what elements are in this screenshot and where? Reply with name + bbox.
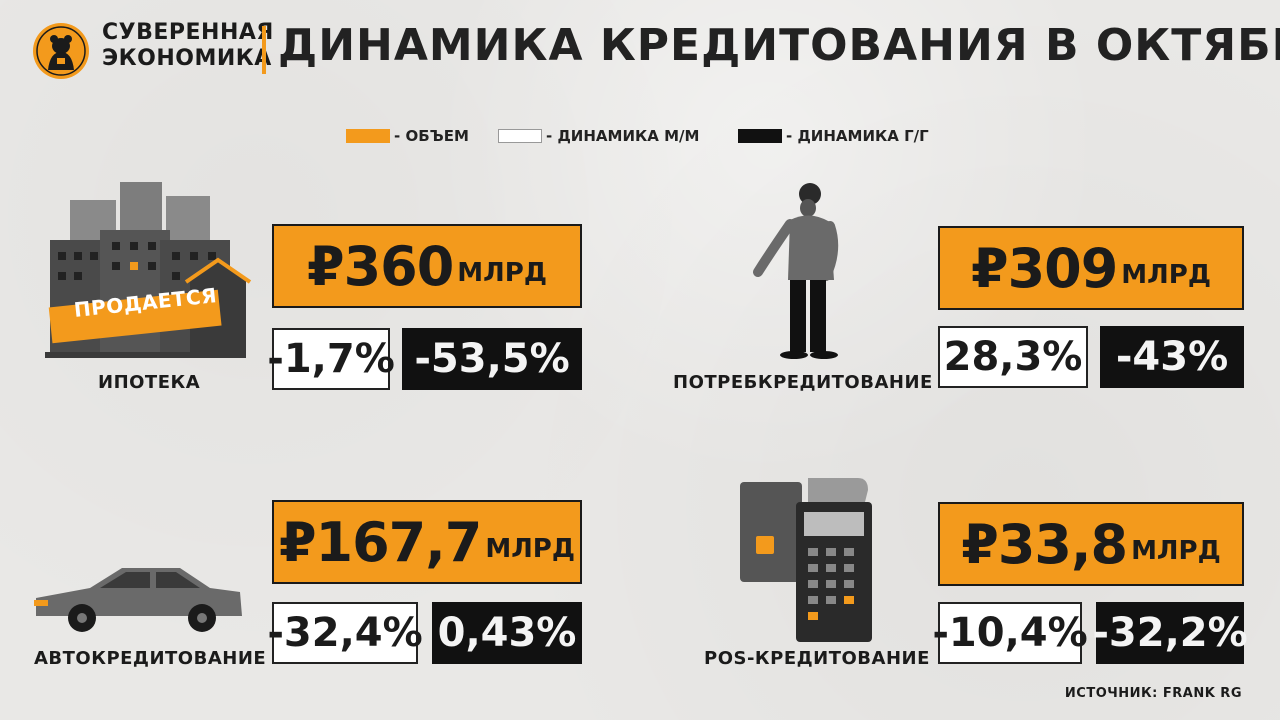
mortgage-label: ИПОТЕКА bbox=[98, 372, 201, 393]
mortgage-yy-box: -53,5% bbox=[402, 328, 582, 390]
source-note: ИСТОЧНИК: FRANK RG bbox=[1064, 686, 1242, 701]
brand-name: СУВЕРЕННАЯ ЭКОНОМИКА bbox=[102, 20, 274, 72]
mortgage-volume-box: ₽360 МЛРД bbox=[272, 224, 582, 308]
consumer-volume-value: ₽309 bbox=[971, 236, 1118, 300]
legend-item-volume: - ОБЪЕМ bbox=[346, 127, 469, 145]
legend-label: - ДИНАМИКА М/М bbox=[546, 127, 700, 145]
mortgage-mm-box: -1,7% bbox=[267, 328, 395, 390]
pos-volume-unit: МЛРД bbox=[1131, 536, 1221, 566]
mortgage-volume-value: ₽360 bbox=[307, 234, 454, 298]
pos-volume-box: ₽33,8 МЛРД bbox=[938, 502, 1244, 586]
legend-swatch-black bbox=[738, 129, 782, 143]
legend-swatch-orange bbox=[346, 129, 390, 143]
auto-yy-box: 0,43% bbox=[432, 602, 582, 664]
header-divider bbox=[262, 26, 266, 74]
auto-mm-box: -32,4% bbox=[267, 602, 423, 664]
brand-line-1: СУВЕРЕННАЯ bbox=[102, 20, 274, 45]
consumer-yy-box: -43% bbox=[1100, 326, 1244, 388]
pos-yy-box: -32,2% bbox=[1092, 602, 1248, 664]
pos-label: POS-КРЕДИТОВАНИЕ bbox=[704, 648, 930, 669]
auto-volume-box: ₽167,7 МЛРД bbox=[272, 500, 582, 584]
consumer-mm-box: 28,3% bbox=[938, 326, 1088, 388]
legend-swatch-white bbox=[498, 129, 542, 143]
auto-volume-value: ₽167,7 bbox=[278, 510, 482, 574]
legend-label: - ДИНАМИКА Г/Г bbox=[786, 127, 929, 145]
legend-item-yy: - ДИНАМИКА Г/Г bbox=[738, 127, 929, 145]
consumer-volume-box: ₽309 МЛРД bbox=[938, 226, 1244, 310]
mortgage-volume-unit: МЛРД bbox=[457, 258, 547, 288]
consumer-label: ПОТРЕБКРЕДИТОВАНИЕ bbox=[673, 372, 933, 393]
auto-label: АВТОКРЕДИТОВАНИЕ bbox=[34, 648, 267, 669]
brand-line-2: ЭКОНОМИКА bbox=[102, 46, 272, 71]
pos-mm-box: -10,4% bbox=[932, 602, 1088, 664]
bear-logo-icon bbox=[33, 23, 89, 79]
page-title: ДИНАМИКА КРЕДИТОВАНИЯ В ОКТЯБРЕ bbox=[278, 20, 1280, 71]
pos-volume-value: ₽33,8 bbox=[961, 512, 1128, 576]
legend-label: - ОБЪЕМ bbox=[394, 127, 469, 145]
buildings-illustration-icon bbox=[45, 182, 252, 358]
pos-terminal-illustration-icon bbox=[740, 478, 872, 642]
legend-item-mm: - ДИНАМИКА М/М bbox=[498, 127, 699, 145]
car-illustration-icon bbox=[34, 568, 242, 632]
consumer-volume-unit: МЛРД bbox=[1121, 260, 1211, 290]
auto-volume-unit: МЛРД bbox=[485, 534, 576, 564]
person-illustration-icon bbox=[753, 183, 839, 359]
